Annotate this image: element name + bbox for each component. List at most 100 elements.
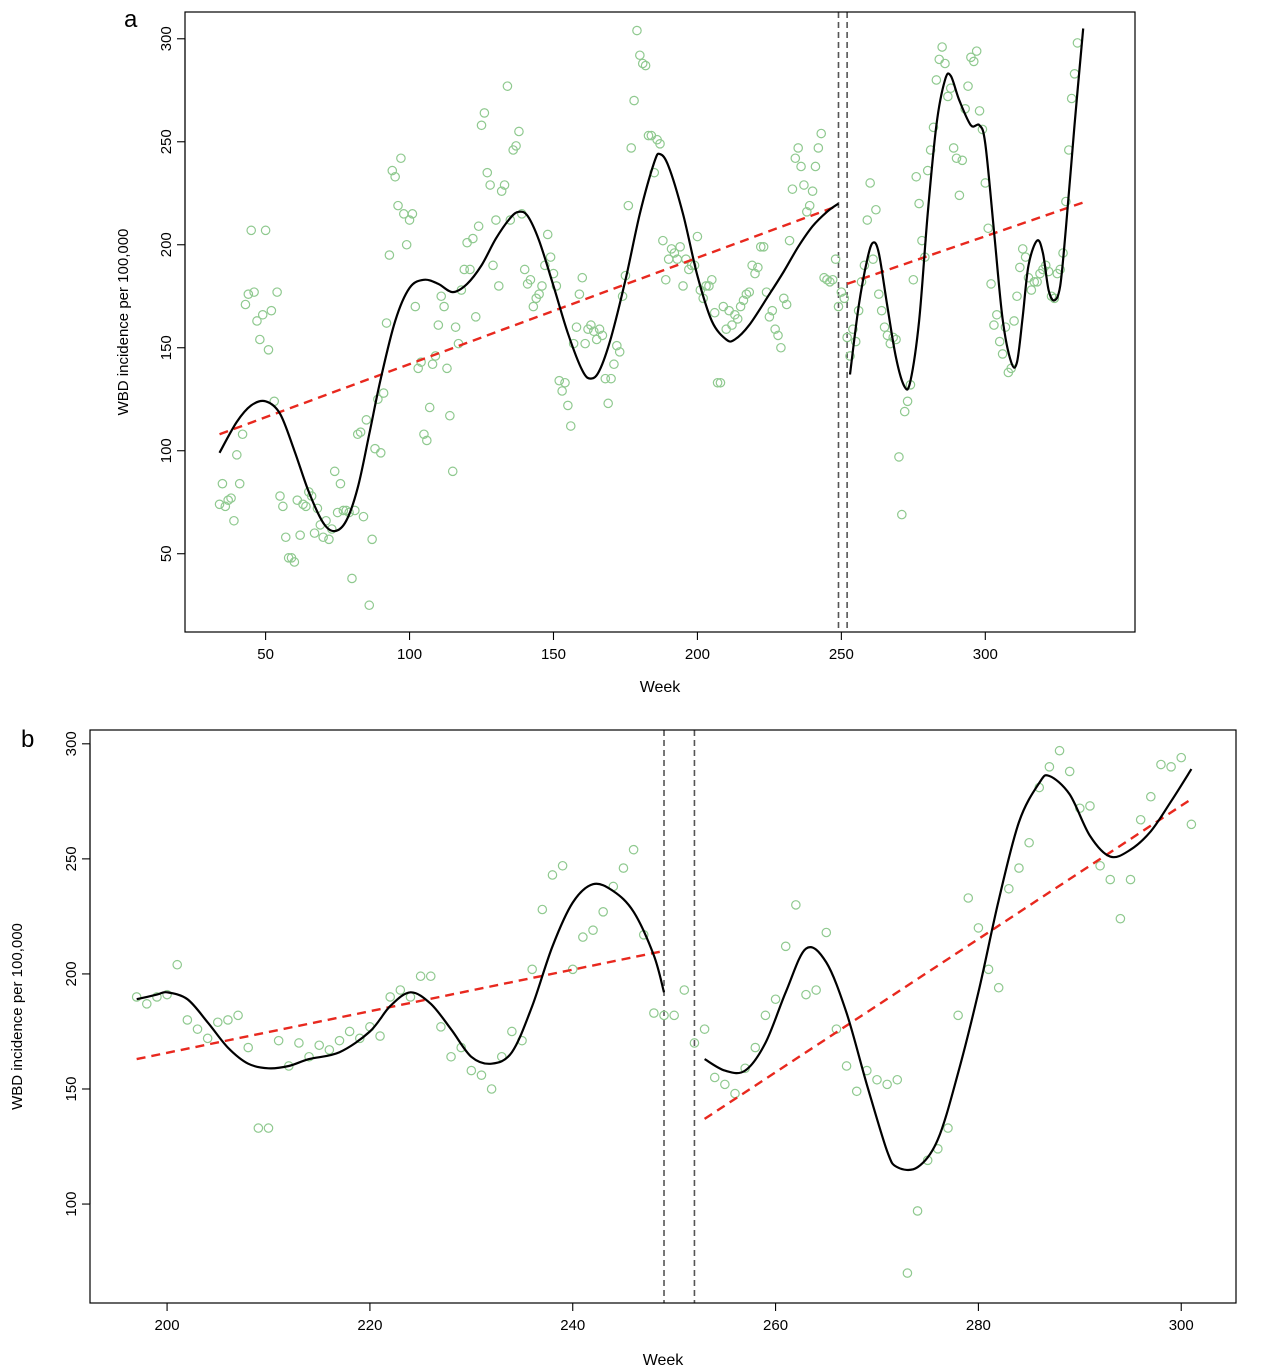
data-point (908, 274, 919, 285)
trend-line (846, 200, 1087, 286)
data-point (628, 844, 639, 855)
data-point (816, 128, 827, 139)
data-point (525, 274, 536, 285)
data-point (192, 1024, 203, 1034)
data-point (410, 301, 421, 312)
data-point (760, 1010, 771, 1021)
data-point (767, 305, 778, 316)
x-tick-label: 300 (973, 646, 998, 663)
data-point (424, 402, 435, 413)
chart-b: 200 220 240 260 280 300 Week 100 150 200 250 300 WBD… (9, 729, 1237, 1369)
x-tick-label: 100 (397, 646, 422, 663)
data-point (1072, 38, 1083, 48)
data-point (594, 324, 605, 335)
data-point (649, 1008, 659, 1018)
data-point (263, 345, 274, 355)
data-point (1032, 277, 1042, 287)
data-point (937, 42, 947, 52)
data-point (750, 268, 760, 279)
data-point (827, 274, 838, 285)
data-point (375, 1031, 385, 1041)
data-point (347, 573, 357, 584)
data-point (324, 534, 334, 545)
y-tick-label: 100 (63, 1192, 80, 1217)
x-axis-title: Week (643, 1352, 685, 1369)
data-point (799, 180, 809, 190)
data-point (989, 320, 999, 330)
data-point (925, 145, 936, 155)
data-point (971, 46, 982, 56)
data-point (255, 334, 265, 345)
data-point (637, 58, 648, 69)
data-point (821, 927, 832, 938)
data-point (911, 171, 922, 182)
data-point (243, 289, 254, 299)
data-point (565, 421, 576, 431)
data-point (793, 143, 803, 153)
data-point (597, 330, 608, 341)
data-point (640, 60, 651, 71)
data-point (659, 1010, 669, 1021)
panel-a-letter: a (124, 6, 138, 33)
data-point (453, 338, 464, 349)
data-point (934, 54, 945, 65)
data-point (332, 507, 343, 518)
data-point (780, 941, 791, 952)
data-point (470, 312, 481, 322)
data-point (493, 281, 504, 291)
data-point (626, 143, 637, 153)
data-point (301, 501, 311, 512)
data-point (755, 242, 766, 252)
y-tick-label: 50 (158, 545, 175, 562)
data-point (485, 180, 495, 190)
data-point (396, 153, 406, 164)
data-point (425, 971, 436, 982)
data-point (977, 124, 988, 135)
data-point (603, 398, 613, 409)
data-point (588, 326, 599, 337)
data-point (940, 58, 950, 69)
data-point (802, 207, 812, 217)
data-point (182, 1015, 193, 1025)
data-point (141, 999, 152, 1009)
data-point (390, 171, 400, 182)
data-point (876, 305, 887, 316)
data-point (701, 281, 711, 291)
data-point (537, 281, 547, 291)
data-point (983, 964, 994, 975)
data-point (790, 153, 801, 164)
data-point (770, 994, 781, 1005)
data-point (770, 324, 780, 335)
data-point (993, 982, 1004, 993)
data-point (841, 1061, 852, 1071)
data-point (692, 231, 703, 242)
trend-line (219, 204, 839, 436)
data-point (560, 377, 570, 388)
data-point (355, 427, 366, 437)
data-point (992, 309, 1002, 320)
data-point (318, 532, 328, 543)
data-point (344, 1026, 355, 1037)
data-point (488, 260, 498, 271)
data-point (951, 153, 962, 164)
data-point (813, 143, 824, 153)
data-point (758, 242, 769, 252)
data-point (1017, 244, 1028, 254)
data-point (609, 359, 619, 370)
data-point (466, 1065, 477, 1076)
data-point (764, 312, 775, 322)
data-point (229, 515, 239, 526)
data-point (491, 215, 501, 225)
panel-a: a 50 100 150 200 250 300 Week 50 100 150 200 250 300… (115, 6, 1136, 696)
data-point (957, 155, 968, 166)
data-point (384, 250, 395, 260)
smooth-curve (136, 882, 666, 1070)
data-point (845, 351, 855, 361)
data-point (586, 320, 596, 330)
data-point (172, 959, 183, 970)
data-point (801, 989, 811, 1000)
trend-line (136, 949, 665, 1061)
data-point (439, 301, 449, 312)
data-point (588, 925, 598, 936)
data-point (773, 330, 783, 341)
